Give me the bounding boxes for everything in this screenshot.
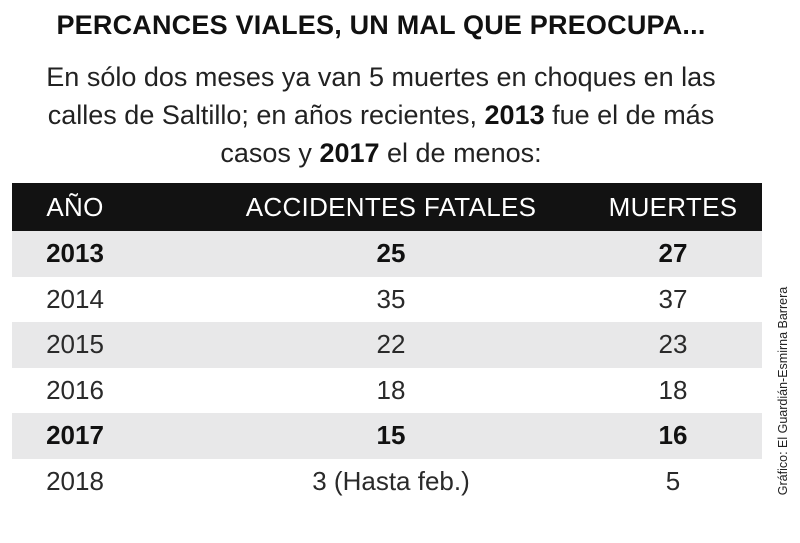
cell-year: 2018 <box>46 465 104 496</box>
accidents-table: AÑO ACCIDENTES FATALES MUERTES 2013 25 2… <box>12 183 762 504</box>
graphic-credit: Gráfico: El Guardián-Esmirna Barrera <box>772 260 794 522</box>
cell-accidents: 22 <box>376 329 406 360</box>
cell-deaths: 16 <box>658 420 688 451</box>
table-row: 2016 18 18 <box>12 367 762 413</box>
subtitle-text: fue el de más <box>544 100 715 130</box>
cell-deaths: 27 <box>658 238 688 269</box>
cell-accidents: 25 <box>376 238 406 269</box>
cell-deaths: 18 <box>658 374 688 405</box>
cell-accidents: 15 <box>376 420 406 451</box>
cell-accidents: 18 <box>376 374 406 405</box>
cell-deaths: 23 <box>658 329 688 360</box>
page-title: PERCANCES VIALES, UN MAL QUE PREOCUPA... <box>56 10 706 40</box>
cell-year: 2014 <box>46 283 104 314</box>
subtitle-text: calles de Saltillo; en años recientes, <box>47 100 485 130</box>
subtitle-line-2: calles de Saltillo; en años recientes, 2… <box>0 96 762 134</box>
cell-year: 2015 <box>46 329 104 360</box>
credit-text: Gráfico: El Guardián-Esmirna Barrera <box>776 286 790 496</box>
subtitle-text: el de menos: <box>379 138 542 168</box>
subtitle: En sólo dos meses ya van 5 muertes en ch… <box>0 58 762 172</box>
table-row: 2018 3 (Hasta feb.) 5 <box>12 458 762 504</box>
cell-accidents: 35 <box>376 283 406 314</box>
cell-year: 2013 <box>46 238 104 269</box>
table-header: AÑO ACCIDENTES FATALES MUERTES <box>12 183 762 231</box>
cell-deaths: 5 <box>665 465 681 496</box>
cell-year: 2017 <box>46 420 104 451</box>
header-deaths: MUERTES <box>608 191 738 222</box>
table-row: 2015 22 23 <box>12 322 762 368</box>
subtitle-highlight-year: 2017 <box>319 138 380 168</box>
subtitle-text: casos y <box>220 138 320 168</box>
table-row: 2013 25 27 <box>12 231 762 277</box>
cell-deaths: 37 <box>658 283 688 314</box>
cell-year: 2016 <box>46 374 104 405</box>
cell-accidents: 3 (Hasta feb.) <box>312 465 470 496</box>
subtitle-line-1: En sólo dos meses ya van 5 muertes en ch… <box>46 62 716 92</box>
subtitle-highlight-year: 2013 <box>484 100 545 130</box>
table-row: 2014 35 37 <box>12 276 762 322</box>
subtitle-line-3: casos y 2017 el de menos: <box>0 134 762 172</box>
table-row: 2017 15 16 <box>12 413 762 459</box>
header-year: AÑO <box>46 191 104 222</box>
header-fatal-accidents: ACCIDENTES FATALES <box>245 191 537 222</box>
